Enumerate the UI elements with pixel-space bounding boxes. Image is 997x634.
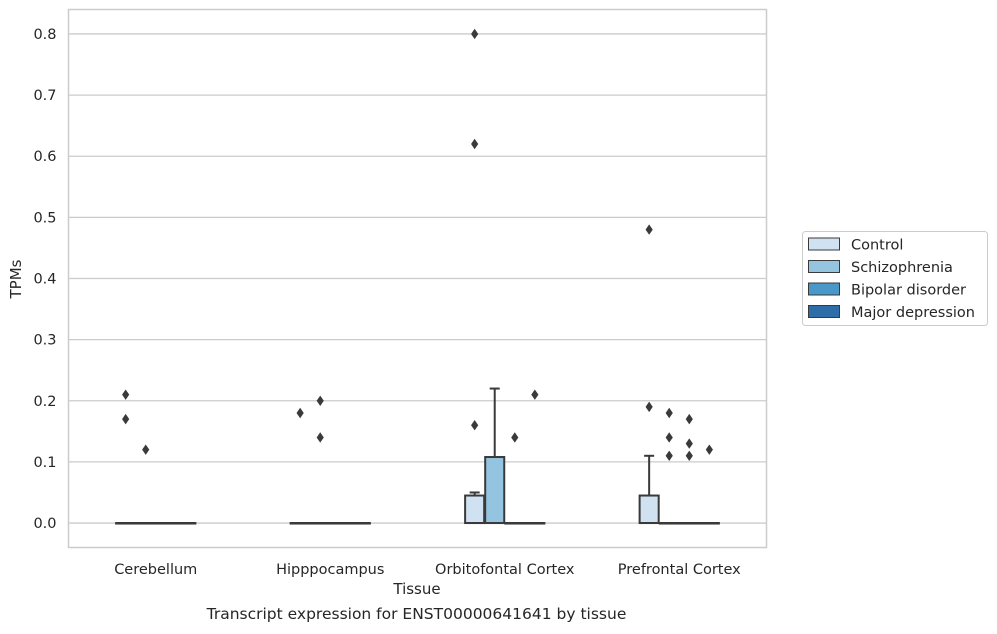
y-tick-label: 0.7: [33, 88, 56, 104]
outlier-point: [316, 432, 324, 443]
outlier-point: [665, 432, 673, 443]
box-control: [638, 224, 660, 525]
legend-frame: [802, 231, 988, 326]
box-body: [638, 494, 660, 525]
box-schizophrenia: [309, 395, 331, 525]
outlier-point: [511, 432, 519, 443]
box-major-depression: [349, 522, 371, 525]
y-tick-label: 0.1: [33, 455, 56, 471]
legend-items: Control Schizophrenia Bipolar disorder Majo…: [808, 237, 975, 321]
y-tick-label: 0.8: [33, 27, 56, 43]
box-bipolar-disorder: [155, 522, 177, 525]
outlier-point: [316, 395, 324, 406]
box-major-depression: [698, 444, 720, 525]
outlier-point: [665, 450, 673, 461]
outlier-point: [471, 138, 479, 150]
outlier-point: [645, 401, 653, 413]
box-bipolar-disorder: [329, 522, 351, 525]
x-tick-label: Prefrontal Cortex: [618, 562, 741, 578]
box-body: [484, 456, 506, 525]
outlier-point: [531, 389, 539, 400]
plot-frame: [67, 8, 768, 549]
grid-lines: [68, 33, 767, 524]
x-tick-label: Hipppocampus: [276, 562, 384, 578]
box-body: [464, 494, 486, 525]
box-control: [115, 389, 137, 525]
x-axis-label: Tissue: [392, 580, 440, 598]
legend-swatch: [808, 305, 840, 318]
legend-swatch: [808, 282, 840, 296]
outlier-point: [122, 413, 130, 425]
y-tick-label: 0.6: [33, 149, 56, 165]
x-tick-labels: Cerebellum Hipppocampus Orbitofontal Corte…: [114, 562, 741, 578]
outlier-point: [685, 438, 693, 449]
outlier-point: [296, 407, 304, 419]
x-tick-label: Orbitofontal Cortex: [435, 562, 575, 578]
y-tick-label: 0.3: [33, 333, 56, 349]
box-control: [289, 407, 311, 525]
y-tick-label: 0.4: [33, 272, 56, 288]
outlier-point: [142, 444, 150, 455]
x-tick-label: Cerebellum: [114, 562, 197, 578]
outlier-point: [471, 420, 479, 431]
y-tick-label: 0.5: [33, 210, 56, 226]
box-control: [464, 28, 486, 525]
box-plot-marks: [115, 28, 720, 525]
outlier-point: [471, 28, 479, 40]
box-bipolar-disorder: [504, 432, 526, 525]
legend-label: Major depression: [851, 305, 975, 321]
box-schizophrenia: [135, 444, 157, 525]
outlier-point: [685, 413, 693, 425]
legend-label: Bipolar disorder: [851, 283, 966, 299]
outlier-point: [685, 450, 693, 461]
legend-swatch: [808, 260, 840, 273]
y-tick-label: 0.0: [33, 516, 56, 532]
box-bipolar-disorder: [678, 413, 700, 525]
box-major-depression: [524, 389, 546, 525]
legend: Control Schizophrenia Bipolar disorder Majo…: [802, 231, 988, 326]
y-axis-label: TPMs: [7, 259, 25, 299]
outlier-point: [705, 444, 713, 455]
outlier-point: [665, 407, 673, 419]
legend-label: Control: [851, 238, 903, 254]
box-schizophrenia: [658, 407, 680, 525]
legend-swatch: [808, 237, 840, 251]
box-schizophrenia: [484, 387, 506, 525]
chart-caption: Transcript expression for ENST0000064164…: [206, 605, 627, 623]
outlier-point: [645, 224, 653, 235]
y-tick-label: 0.2: [33, 394, 56, 410]
box-major-depression: [175, 522, 197, 525]
legend-label: Schizophrenia: [851, 260, 953, 276]
outlier-point: [122, 389, 130, 400]
y-tick-labels: 0.0 0.1 0.2 0.3 0.4 0.5 0.6 0.7 0.8: [33, 27, 56, 532]
